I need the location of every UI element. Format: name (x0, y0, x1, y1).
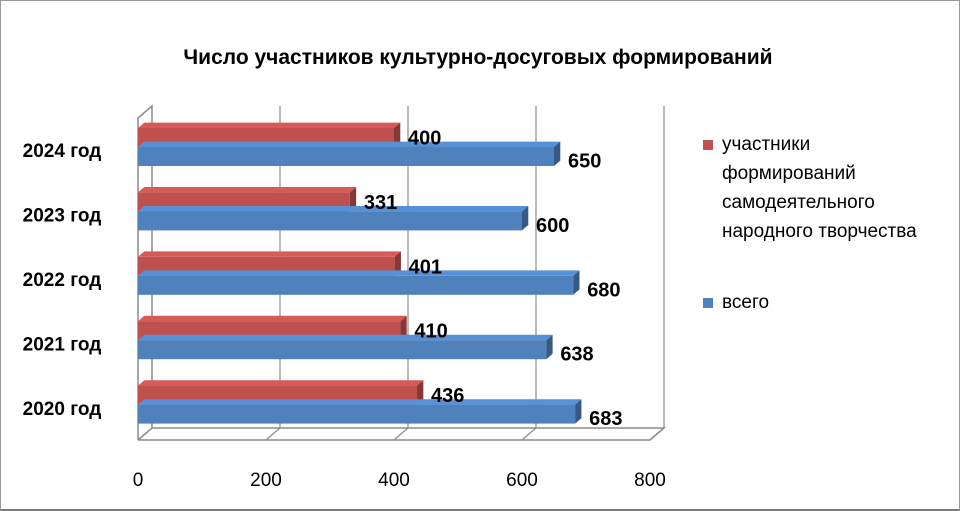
bar-end-face (546, 334, 553, 360)
category-label: 2020 год (23, 399, 102, 420)
grid-floor-line (521, 427, 537, 441)
data-label: 638 (560, 344, 593, 366)
bar-end-face (575, 399, 582, 424)
bar-end-face (554, 141, 561, 166)
bar-top-face (138, 399, 582, 405)
bar-total (138, 206, 529, 231)
bar-front-face (138, 340, 547, 360)
bar-top-face (138, 206, 529, 212)
legend-marker-participants (703, 140, 713, 150)
x-tick-label: 200 (250, 470, 282, 491)
grid-floor-line (393, 427, 409, 441)
bar-front-face (138, 147, 554, 166)
bar-total (138, 270, 580, 295)
bar-top-face (138, 122, 401, 128)
bar-end-face (400, 315, 407, 341)
bar-front-face (138, 404, 576, 424)
legend-marker-total (703, 298, 713, 308)
category-label: 2022 год (23, 270, 102, 291)
bar-total (138, 399, 582, 424)
bar-top-face (138, 141, 561, 147)
x-tick-label: 800 (634, 470, 666, 491)
x-tick-label: 600 (506, 470, 538, 491)
bar-end-face (573, 270, 580, 295)
data-label: 410 (414, 321, 447, 343)
legend-label-total: всего (722, 292, 769, 313)
legend-label-participants: участники формирований самодеятельного наро… (722, 134, 917, 242)
data-label: 650 (568, 151, 601, 173)
data-label: 600 (536, 215, 569, 237)
category-label: 2023 год (23, 206, 102, 227)
chart-title: Число участников культурно-досуговых фор… (183, 46, 772, 69)
data-label: 401 (409, 256, 442, 278)
bar-end-face (394, 251, 401, 276)
data-label: 683 (589, 408, 622, 430)
bar-end-face (349, 187, 357, 212)
bar-end-face (417, 380, 424, 405)
bar-top-face (138, 380, 424, 386)
data-label: 436 (431, 385, 464, 407)
grid-floor-line (649, 427, 665, 441)
data-label: 331 (364, 192, 397, 214)
bar-end-face (522, 206, 529, 231)
bar-end-face (394, 122, 401, 147)
grid-floor-line (265, 427, 281, 441)
category-label: 2021 год (23, 334, 102, 355)
x-tick-label: 400 (378, 470, 410, 491)
bar-front-face (138, 211, 522, 231)
bar-top-face (138, 270, 580, 276)
bar-top-face (138, 334, 553, 341)
bar-total (138, 141, 561, 166)
bar-top-face (138, 315, 407, 322)
bar-top-face (138, 251, 401, 257)
bar-total (138, 334, 553, 360)
bar-top-face (138, 187, 357, 193)
x-tick-label: 0 (133, 470, 144, 491)
data-label: 680 (587, 279, 620, 301)
data-label: 400 (408, 128, 441, 150)
category-label: 2024 год (23, 141, 102, 162)
bar-front-face (138, 275, 574, 295)
